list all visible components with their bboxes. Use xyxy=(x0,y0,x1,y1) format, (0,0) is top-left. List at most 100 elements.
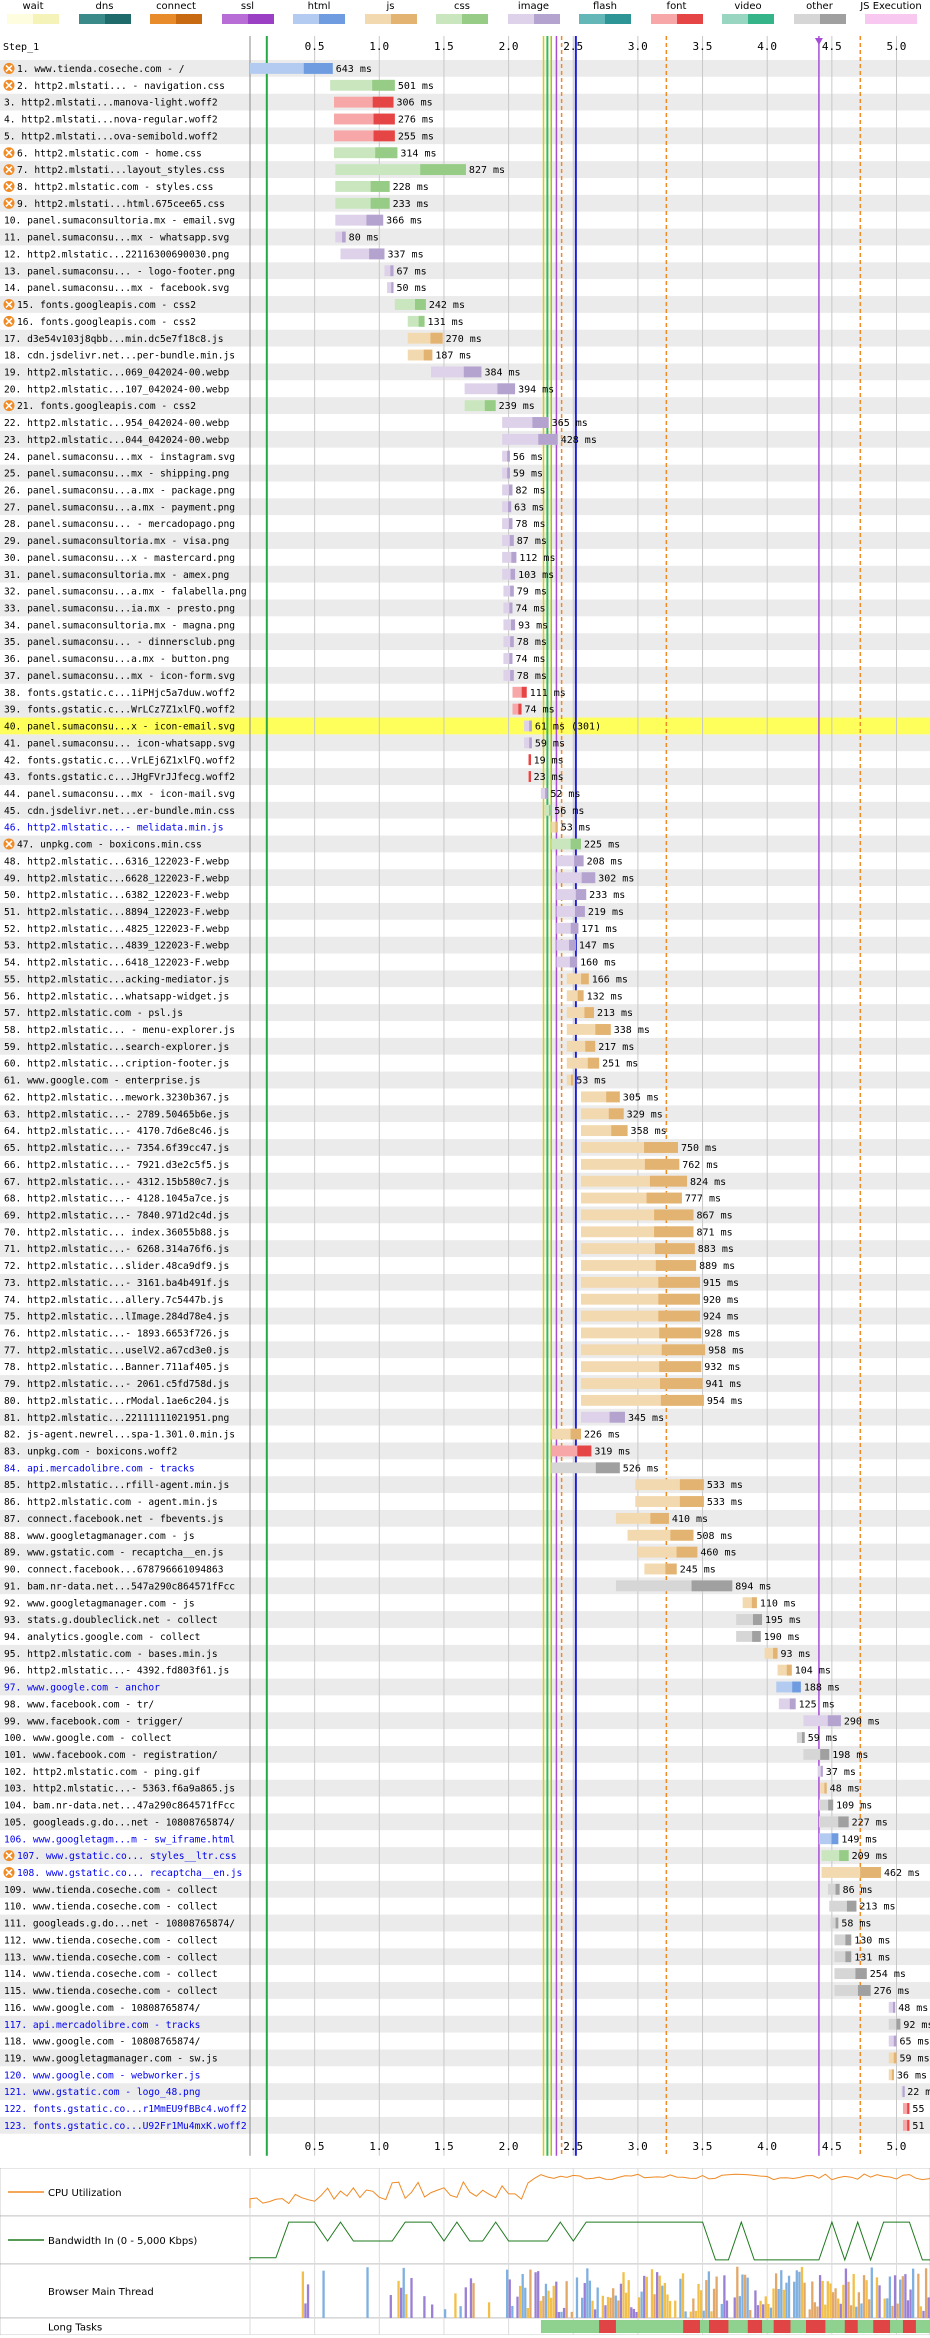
request-row[interactable]: 101. www.facebook.com - registration/198… xyxy=(4,1749,868,1761)
request-row[interactable]: 56. http2.mlstatic...whatsapp-widget.js 1… xyxy=(4,990,623,1002)
request-label[interactable]: 109. www.tienda.coseche.com - collect xyxy=(4,1885,218,1896)
request-label[interactable]: 120. www.google.com - webworker.js xyxy=(4,2070,200,2081)
request-row[interactable]: 26. panel.sumaconsu...a.mx - package.png… xyxy=(4,484,546,497)
request-row[interactable]: 36. panel.sumaconsu...a.mx - button.png 7… xyxy=(4,653,546,665)
request-label[interactable]: 43. fonts.gstatic.c...JHgFVrJJfecg.woff2 xyxy=(4,772,235,783)
request-label[interactable]: 3. http2.mlstati...manova-light.woff2 xyxy=(4,98,218,109)
request-row[interactable]: 87. connect.facebook.net - fbevents.js 41… xyxy=(4,1512,708,1525)
request-row[interactable]: 115. www.tienda.coseche.com - collect 276… xyxy=(4,1985,910,1997)
request-row[interactable]: 52. http2.mlstatic...4825_122023-F.webp 1… xyxy=(4,922,618,935)
request-row[interactable]: 104. bam.nr-data.net...47a290c864571fFcc… xyxy=(4,1799,872,1812)
request-label[interactable]: 92. www.googletagmanager.com - js xyxy=(4,1598,195,1609)
request-row[interactable]: 99. www.facebook.com - trigger/290 ms xyxy=(4,1715,880,1727)
request-row[interactable]: 65. http2.mlstatic...- 7354.6f39cc47.js 7… xyxy=(4,1142,717,1154)
request-row[interactable]: 107. www.gstatic.co... styles__ltr.css 20… xyxy=(3,1850,888,1862)
request-label[interactable]: 32. panel.sumaconsu...a.mx - falabella.p… xyxy=(4,587,247,598)
request-row[interactable]: 62. http2.mlstatic...mework.3230b367.js 3… xyxy=(4,1091,659,1103)
request-label[interactable]: 80. http2.mlstatic...rModal.1ae6c204.js xyxy=(4,1396,229,1407)
request-label[interactable]: 96. http2.mlstatic...- 4392.fd803f61.js xyxy=(4,1666,229,1677)
request-row[interactable]: 118. www.google.com - 10808765874/65 ms xyxy=(4,2035,930,2048)
request-row[interactable]: 51. http2.mlstatic...8894_122023-F.webp 2… xyxy=(4,906,624,918)
request-label[interactable]: 115. www.tienda.coseche.com - collect xyxy=(4,1986,218,1997)
request-label[interactable]: 83. unpkg.com - boxicons.woff2 xyxy=(4,1447,177,1458)
request-row[interactable]: 44. panel.sumaconsu...mx - icon-mail.svg… xyxy=(4,787,580,800)
request-row[interactable]: 81. http2.mlstatic...22111111021951.png 3… xyxy=(4,1411,664,1424)
request-row[interactable]: 113. www.tienda.coseche.com - collect 131… xyxy=(4,1951,890,1963)
request-label[interactable]: 10. panel.sumaconsultoria.mx - email.svg xyxy=(4,216,235,227)
request-label[interactable]: 117. api.mercadolibre.com - tracks xyxy=(4,2020,200,2031)
request-label[interactable]: 63. http2.mlstatic...- 2789.50465b6e.js xyxy=(4,1109,229,1120)
request-row[interactable]: 25. panel.sumaconsu...mx - shipping.png 5… xyxy=(4,467,543,480)
request-row[interactable]: 22. http2.mlstatic...954_042024-00.webp 3… xyxy=(4,417,588,429)
request-row[interactable]: 60. http2.mlstatic...cription-footer.js 2… xyxy=(4,1057,638,1070)
request-row[interactable]: 49. http2.mlstatic...6628_122023-F.webp 3… xyxy=(4,872,634,884)
request-label[interactable]: 114. www.tienda.coseche.com - collect xyxy=(4,1969,218,1980)
request-label[interactable]: 30. panel.sumaconsu...x - mastercard.png xyxy=(4,553,235,564)
request-row[interactable]: 9. http2.mlstati...html.675cee65.css 233 … xyxy=(3,197,429,210)
request-row[interactable]: 18. cdn.jsdelivr.net...per-bundle.min.js… xyxy=(4,349,471,362)
request-label[interactable]: 48. http2.mlstatic...6316_122023-F.webp xyxy=(4,856,229,867)
request-row[interactable]: 84. api.mercadolibre.com - tracks 526 ms xyxy=(4,1462,659,1474)
request-label[interactable]: 64. http2.mlstatic...- 4170.7d6e8c46.js xyxy=(4,1126,229,1137)
request-row[interactable]: 64. http2.mlstatic...- 4170.7d6e8c46.js 3… xyxy=(4,1125,667,1137)
request-label[interactable]: 24. panel.sumaconsu...mx - instagram.svg xyxy=(4,452,235,463)
request-row[interactable]: 34. panel.sumaconsultoria.mx - magna.png… xyxy=(4,619,548,631)
request-label[interactable]: 61. www.google.com - enterprise.js xyxy=(4,1076,200,1087)
request-row[interactable]: 98. www.facebook.com - tr/125 ms xyxy=(4,1698,835,1710)
request-row[interactable]: 109. www.tienda.coseche.com - collect 86 … xyxy=(4,1883,873,1896)
request-label[interactable]: 77. http2.mlstatic...uselV2.a67cd3e0.js xyxy=(4,1345,229,1356)
request-label[interactable]: 13. panel.sumaconsu... - logo-footer.png xyxy=(4,266,235,277)
request-row[interactable]: 88. www.googletagmanager.com - js 508 ms xyxy=(4,1529,733,1542)
request-row[interactable]: 100. www.google.com - collect 59 ms xyxy=(4,1732,838,1744)
request-label[interactable]: 42. fonts.gstatic.c...VrLEj6Z1xlFQ.woff2 xyxy=(4,755,235,766)
request-label[interactable]: 49. http2.mlstatic...6628_122023-F.webp xyxy=(4,873,229,884)
request-row[interactable]: 35. panel.sumaconsu... - dinnersclub.png… xyxy=(4,636,547,648)
request-label[interactable]: 19. http2.mlstatic...069_042024-00.webp xyxy=(4,367,229,378)
request-row[interactable]: 82. js-agent.newrel...spa-1.301.0.min.js… xyxy=(4,1428,620,1441)
request-row[interactable]: 91. bam.nr-data.net...547a290c864571fFcc… xyxy=(4,1580,771,1592)
request-row[interactable]: 106. www.googletagm...m - sw_iframe.html… xyxy=(4,1833,877,1845)
request-label[interactable]: 81. http2.mlstatic...22111111021951.png xyxy=(4,1413,229,1424)
request-label[interactable]: 1. www.tienda.coseche.com - / xyxy=(17,64,185,75)
request-row[interactable]: 59. http2.mlstatic...search-explorer.js 2… xyxy=(4,1040,634,1053)
request-label[interactable]: 58. http2.mlstatic... - menu-explorer.js xyxy=(4,1025,235,1036)
request-row[interactable]: 38. fonts.gstatic.c...1iPHjc5a7duw.woff2… xyxy=(4,686,566,699)
request-label[interactable]: 47. unpkg.com - boxicons.min.css xyxy=(17,840,202,851)
request-label[interactable]: 52. http2.mlstatic...4825_122023-F.webp xyxy=(4,924,229,935)
request-row[interactable]: 2. http2.mlstati... - navigation.css 501 … xyxy=(3,79,434,92)
request-row[interactable]: 72. http2.mlstatic...slider.48ca9df9.js 8… xyxy=(4,1260,735,1272)
request-label[interactable]: 113. www.tienda.coseche.com - collect xyxy=(4,1952,218,1963)
request-label[interactable]: 94. analytics.google.com - collect xyxy=(4,1632,200,1643)
request-row[interactable]: 108. www.gstatic.co... recaptcha__en.js 4… xyxy=(3,1866,921,1879)
request-row[interactable]: 69. http2.mlstatic...- 7840.971d2c4d.js 8… xyxy=(4,1209,733,1221)
request-row[interactable]: 94. analytics.google.com - collect 190 ms xyxy=(4,1630,800,1643)
request-row[interactable]: 57. http2.mlstatic.com - psl.js 213 ms xyxy=(4,1007,633,1019)
request-row[interactable]: 31. panel.sumaconsultoria.mx - amex.png 1… xyxy=(4,568,554,581)
request-label[interactable]: 98. www.facebook.com - tr/ xyxy=(4,1699,154,1710)
request-label[interactable]: 55. http2.mlstatic...acking-mediator.js xyxy=(4,974,229,985)
request-row[interactable]: 6. http2.mlstatic.com - home.css 314 ms xyxy=(3,147,437,159)
request-row[interactable]: 48. http2.mlstatic...6316_122023-F.webp 2… xyxy=(4,855,623,867)
request-label[interactable]: 18. cdn.jsdelivr.net...per-bundle.min.js xyxy=(4,351,235,362)
request-row[interactable]: 68. http2.mlstatic...- 4128.1045a7ce.js 7… xyxy=(4,1192,721,1205)
request-label[interactable]: 22. http2.mlstatic...954_042024-00.webp xyxy=(4,418,229,429)
request-row[interactable]: 78. http2.mlstatic...Banner.711af405.js 9… xyxy=(4,1361,740,1373)
request-row[interactable]: 43. fonts.gstatic.c...JHgFVrJJfecg.woff2… xyxy=(4,771,564,783)
request-label[interactable]: 105. googleads.g.do...net - 10808765874/ xyxy=(4,1817,235,1828)
request-label[interactable]: 53. http2.mlstatic...4839_122023-F.webp xyxy=(4,941,229,952)
request-label[interactable]: 50. http2.mlstatic...6382_122023-F.webp xyxy=(4,890,229,901)
request-label[interactable]: 23. http2.mlstatic...044_042024-00.webp xyxy=(4,435,229,446)
request-row[interactable]: 39. fonts.gstatic.c...WrLCz7Z1xlFQ.woff2… xyxy=(4,703,555,716)
request-row[interactable]: 117. api.mercadolibre.com - tracks 92 ms xyxy=(4,2018,930,2031)
request-row[interactable]: 20. http2.mlstatic...107_042024-00.webp 3… xyxy=(4,383,554,395)
request-row[interactable]: 90. connect.facebook...678796661094863 24… xyxy=(4,1563,716,1576)
request-label[interactable]: 102. http2.mlstatic.com - ping.gif xyxy=(4,1767,200,1778)
request-row[interactable]: 14. panel.sumaconsu...mx - facebook.svg 5… xyxy=(4,282,427,294)
request-row[interactable]: 66. http2.mlstatic...- 7921.d3e2c5f5.js 7… xyxy=(4,1158,718,1171)
request-row[interactable]: 92. www.googletagmanager.com - js 110 ms xyxy=(4,1597,796,1609)
request-row[interactable]: 37. panel.sumaconsu...mx - icon-form.svg… xyxy=(4,669,547,682)
request-row[interactable]: 80. http2.mlstatic...rModal.1ae6c204.js 9… xyxy=(4,1394,743,1407)
request-row[interactable]: 119. www.googletagmanager.com - sw.js 59 … xyxy=(4,2052,930,2064)
request-label[interactable]: 100. www.google.com - collect xyxy=(4,1733,172,1744)
request-row[interactable]: 79. http2.mlstatic...- 2061.c5fd758d.js 9… xyxy=(4,1378,742,1390)
